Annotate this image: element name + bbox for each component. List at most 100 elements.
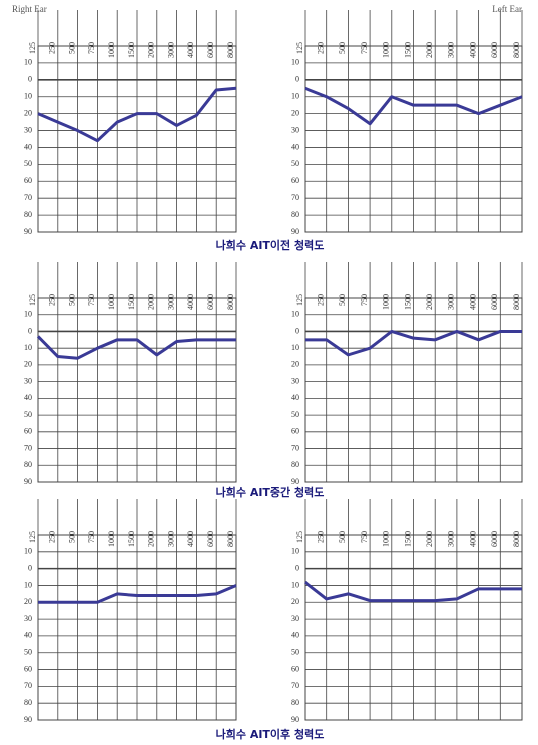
y-tick-label: 60 <box>24 176 32 185</box>
x-tick-label: 3000 <box>166 531 175 547</box>
x-tick-label: 1500 <box>127 531 136 547</box>
y-tick-label: 30 <box>291 125 299 134</box>
x-tick-label: 1000 <box>107 294 116 310</box>
x-tick-label: 4000 <box>468 42 477 58</box>
y-tick-label: 90 <box>291 477 299 486</box>
x-tick-label: 500 <box>338 531 347 543</box>
y-tick-label: 10 <box>24 92 32 101</box>
x-tick-label: 1500 <box>127 42 136 58</box>
x-tick-label: 750 <box>87 294 96 306</box>
hearing-line <box>37 86 237 143</box>
hearing-line <box>304 580 522 603</box>
x-tick-label: 2000 <box>425 531 434 547</box>
x-tick-label: 8000 <box>512 531 521 547</box>
x-tick-label: 125 <box>28 294 37 306</box>
y-tick-label: 60 <box>24 427 32 436</box>
x-tick-label: 8000 <box>512 42 521 58</box>
y-tick-label: 90 <box>24 715 32 724</box>
y-tick-label: 20 <box>24 360 32 369</box>
x-tick-label: 8000 <box>512 294 521 310</box>
y-tick-label: 10 <box>291 580 299 589</box>
x-tick-label: 2000 <box>147 531 156 547</box>
x-tick-label: 3000 <box>447 294 456 310</box>
y-tick-label: 10 <box>24 343 32 352</box>
x-tick-label: 4000 <box>186 294 195 310</box>
y-tick-label: 60 <box>291 664 299 673</box>
y-tick-label: 50 <box>24 159 32 168</box>
y-tick-label: 0 <box>295 326 299 335</box>
x-tick-label: 3000 <box>166 294 175 310</box>
y-tick-label: 0 <box>28 563 32 572</box>
x-tick-label: 6000 <box>490 42 499 58</box>
y-tick-label: 40 <box>291 393 299 402</box>
y-tick-label: 80 <box>291 460 299 469</box>
y-tick-label: 10 <box>291 547 299 556</box>
y-tick-label: 70 <box>24 681 32 690</box>
x-tick-label: 8000 <box>226 42 235 58</box>
y-tick-label: 60 <box>291 176 299 185</box>
x-tick-label: 125 <box>28 531 37 543</box>
y-tick-label: 40 <box>24 631 32 640</box>
x-tick-label: 1000 <box>382 531 391 547</box>
y-tick-label: 30 <box>24 614 32 623</box>
y-tick-label: 50 <box>291 648 299 657</box>
y-tick-label: 70 <box>291 681 299 690</box>
x-tick-label: 500 <box>338 294 347 306</box>
y-tick-label: 60 <box>291 427 299 436</box>
y-tick-label: 70 <box>291 193 299 202</box>
ear-label: Right Ear <box>12 4 47 14</box>
y-tick-label: 50 <box>291 410 299 419</box>
y-tick-label: 70 <box>24 193 32 202</box>
y-tick-label: 0 <box>28 326 32 335</box>
y-tick-label: 10 <box>291 343 299 352</box>
y-tick-label: 80 <box>24 460 32 469</box>
y-tick-label: 70 <box>24 443 32 452</box>
y-tick-label: 80 <box>24 698 32 707</box>
x-tick-label: 250 <box>48 294 57 306</box>
y-tick-label: 50 <box>291 159 299 168</box>
y-tick-label: 10 <box>291 58 299 67</box>
y-tick-label: 0 <box>295 563 299 572</box>
x-tick-label: 6000 <box>206 42 215 58</box>
x-tick-label: 125 <box>295 42 304 54</box>
y-tick-label: 90 <box>291 227 299 236</box>
y-tick-label: 80 <box>24 210 32 219</box>
x-tick-label: 3000 <box>447 42 456 58</box>
x-tick-label: 1500 <box>403 294 412 310</box>
y-tick-label: 20 <box>291 597 299 606</box>
x-tick-label: 3000 <box>166 42 175 58</box>
chart-title: 나희수 AIT이전 청력도 <box>216 238 325 252</box>
y-tick-label: 60 <box>24 664 32 673</box>
x-tick-label: 1000 <box>107 42 116 58</box>
x-tick-label: 1500 <box>403 42 412 58</box>
hearing-line <box>36 335 236 360</box>
x-tick-label: 250 <box>317 294 326 306</box>
x-tick-label: 6000 <box>490 531 499 547</box>
x-tick-label: 2000 <box>147 294 156 310</box>
x-tick-label: 4000 <box>186 42 195 58</box>
x-tick-label: 1000 <box>382 294 391 310</box>
y-tick-label: 50 <box>24 648 32 657</box>
y-tick-label: 10 <box>24 58 32 67</box>
x-tick-label: 750 <box>360 294 369 306</box>
y-tick-label: 90 <box>24 477 32 486</box>
x-tick-label: 500 <box>67 42 76 54</box>
y-tick-label: 20 <box>291 108 299 117</box>
x-tick-label: 6000 <box>206 294 215 310</box>
y-tick-label: 20 <box>24 108 32 117</box>
x-tick-label: 750 <box>87 531 96 543</box>
x-tick-label: 125 <box>295 531 304 543</box>
x-tick-label: 2000 <box>425 294 434 310</box>
hearing-line <box>38 584 237 604</box>
x-tick-label: 4000 <box>468 531 477 547</box>
x-tick-label: 2000 <box>425 42 434 58</box>
y-tick-label: 0 <box>295 75 299 84</box>
y-tick-label: 0 <box>28 75 32 84</box>
x-tick-label: 1500 <box>403 531 412 547</box>
y-tick-label: 20 <box>291 360 299 369</box>
x-tick-label: 750 <box>360 531 369 543</box>
x-tick-label: 500 <box>67 531 76 543</box>
y-tick-label: 30 <box>291 376 299 385</box>
y-tick-label: 70 <box>291 443 299 452</box>
